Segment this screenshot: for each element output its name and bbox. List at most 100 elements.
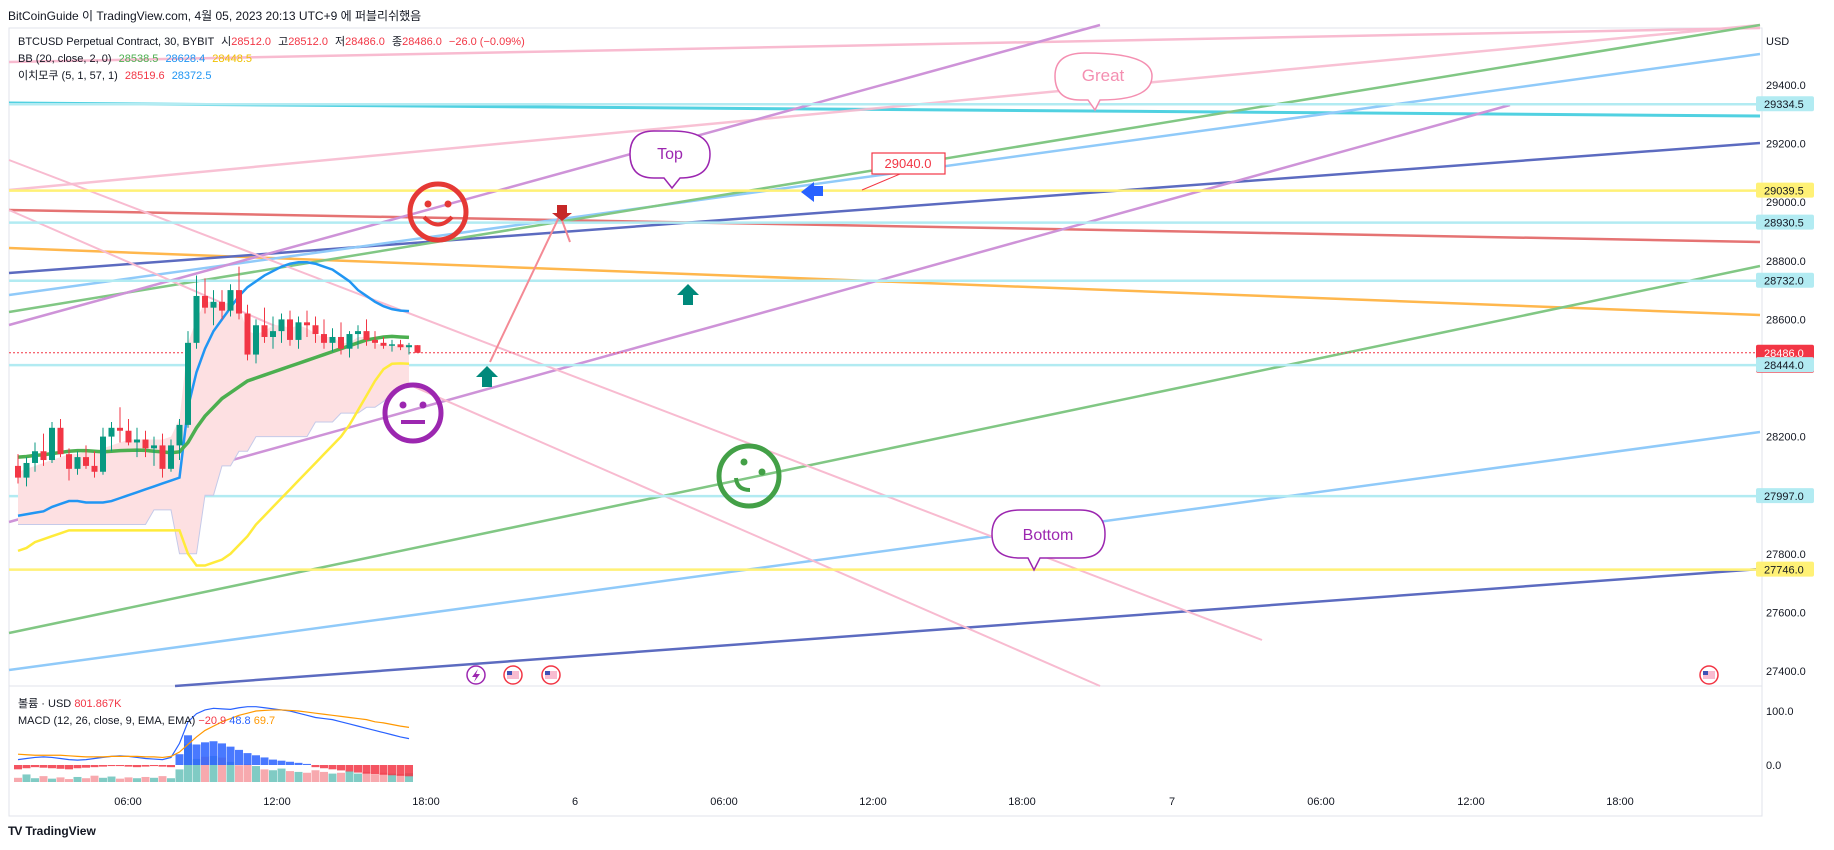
candle-body [329, 336, 336, 343]
footer-brand[interactable]: TV TradingView [8, 824, 96, 838]
macd-histogram-bar [192, 744, 201, 765]
bb-upper-line [17, 261, 410, 517]
candle-body [338, 336, 344, 349]
volume-bar [175, 769, 184, 782]
macd-histogram-bar [371, 765, 379, 775]
pink-fan-line[interactable] [8, 23, 1761, 192]
macd-histogram-bar [218, 743, 226, 765]
candles [15, 266, 421, 487]
low-value: 28486.0 [345, 36, 385, 48]
purple-lower-line[interactable] [8, 103, 1511, 524]
navy-upper-line[interactable] [8, 141, 1761, 275]
top-callout[interactable]: Top [629, 130, 711, 190]
volume-bar [14, 777, 22, 782]
bb-lower-line [17, 362, 410, 567]
candle-body [49, 427, 55, 461]
macd-histogram-bar [201, 742, 209, 765]
x-tick-label: 06:00 [1307, 796, 1335, 808]
macd-histogram-bar [345, 765, 354, 772]
volume-bar [22, 774, 31, 782]
volume-bar [73, 776, 82, 782]
x-tick-label: 12:00 [859, 796, 887, 808]
macd-line [17, 706, 410, 761]
ichimoku-legend-row[interactable]: 이치모쿠 (5, 1, 57, 1) 28519.6 28372.5 [18, 68, 525, 85]
x-tick-label: 18:00 [1606, 796, 1634, 808]
volume-bar [99, 777, 107, 782]
volume-bar [65, 779, 73, 782]
macd-histogram-bar [354, 765, 362, 773]
close-value: 28486.0 [402, 36, 442, 48]
price-label-box [1756, 561, 1814, 577]
volume-bar [82, 778, 90, 782]
candle-body [253, 325, 259, 355]
pink-descending-line-a[interactable] [8, 159, 1263, 641]
purple-upper-line[interactable] [8, 23, 1101, 327]
price-label-text: 29334.5 [1764, 99, 1804, 111]
macd-histogram-bar [209, 741, 218, 765]
ichimoku-label: 이치모쿠 (5, 1, 57, 1) [18, 70, 118, 82]
green-lower-line[interactable] [8, 264, 1761, 635]
left-arrow-icon[interactable] [801, 182, 823, 202]
up-arrow-icon[interactable] [677, 284, 699, 305]
volume-bar [320, 771, 328, 782]
macd-histogram-bar [303, 763, 311, 765]
great-text: Great [1082, 66, 1125, 85]
pink-upper-line[interactable] [8, 26, 1761, 64]
candle-body [321, 334, 327, 343]
pink-descending-line-b[interactable] [8, 209, 1101, 687]
happy-face-icon[interactable] [407, 181, 469, 243]
macd-signal-value: 69.7 [253, 715, 276, 727]
great-callout[interactable]: Great [1054, 52, 1153, 112]
price-note-box [871, 152, 946, 175]
macd-histogram-bar [124, 765, 133, 767]
price-note-29040[interactable]: 29040.0 [861, 152, 946, 191]
volume-bar [243, 764, 252, 782]
macd-legend-row[interactable]: MACD (12, 26, close, 9, EMA, EMA) −20.9 … [18, 713, 275, 730]
confused-face-icon[interactable] [716, 443, 782, 509]
volume-bar [116, 778, 124, 782]
red-trendline[interactable] [8, 208, 1761, 244]
neutral-face-icon[interactable] [382, 382, 444, 444]
macd-histogram-bar [133, 765, 141, 768]
candle-body [244, 313, 251, 355]
event-us-flag-icon[interactable] [541, 665, 561, 685]
volume-bar [260, 769, 269, 782]
candle-body [193, 295, 200, 343]
volume-bar [167, 778, 175, 782]
volume-legend-row[interactable]: 볼륨 · USD 801.867K [18, 696, 275, 713]
ichimoku-a-value: 28519.6 [124, 70, 165, 82]
macd-histogram-bar [277, 760, 286, 765]
macd-histogram-bar [22, 765, 31, 769]
candle-body [117, 427, 123, 431]
macd-histogram-bar [82, 765, 90, 768]
candle-body [57, 427, 64, 455]
up-arrow-icon[interactable] [476, 366, 498, 387]
bb-legend-row[interactable]: BB (20, close, 2, 0) 28538.5 28628.4 284… [18, 51, 525, 68]
macd-histogram-bar [150, 765, 158, 767]
symbol-legend-row[interactable]: BTCUSD Perpetual Contract, 30, BYBIT 시28… [18, 34, 525, 51]
macd-histogram-bar [31, 765, 39, 768]
lightblue-lower-line[interactable] [8, 430, 1761, 672]
event-us-flag-icon[interactable] [1699, 665, 1719, 685]
volume-bar [133, 778, 141, 782]
price-note-text: 29040.0 [885, 156, 932, 171]
bb-label: BB (20, close, 2, 0) [18, 53, 112, 65]
volume-bar [371, 774, 379, 782]
down-arrow-icon[interactable] [552, 205, 572, 221]
candle-body [295, 322, 302, 340]
close-label: 종 [391, 36, 403, 48]
bottom-callout[interactable]: Bottom [991, 509, 1106, 572]
candle-body [176, 424, 183, 446]
price-label-text: 27746.0 [1764, 565, 1804, 577]
candle-body [287, 319, 293, 340]
bb-lower-value: 28448.5 [212, 53, 253, 65]
volume-bar [388, 773, 396, 782]
volume-bar [158, 776, 167, 782]
macd-label: MACD (12, 26, close, 9, EMA, EMA) [18, 715, 196, 727]
volume-bar [396, 774, 405, 782]
event-bolt-icon[interactable] [466, 665, 486, 685]
candle-body [15, 465, 21, 478]
bottom-text: Bottom [1023, 527, 1074, 544]
event-us-flag-icon[interactable] [503, 665, 523, 685]
